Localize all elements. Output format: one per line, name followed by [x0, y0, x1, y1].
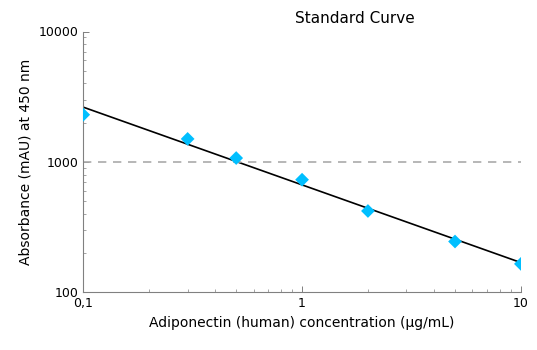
Y-axis label: Absorbance (mAU) at 450 nm: Absorbance (mAU) at 450 nm	[19, 59, 33, 265]
Point	[451, 239, 459, 244]
Point	[364, 208, 372, 214]
X-axis label: Adiponectin (human) concentration (μg/mL): Adiponectin (human) concentration (μg/mL…	[149, 316, 455, 330]
Point	[79, 112, 88, 118]
Point	[297, 177, 306, 182]
Point	[183, 136, 192, 142]
Title: Standard Curve: Standard Curve	[295, 11, 415, 26]
Point	[517, 261, 525, 267]
Point	[232, 155, 241, 161]
